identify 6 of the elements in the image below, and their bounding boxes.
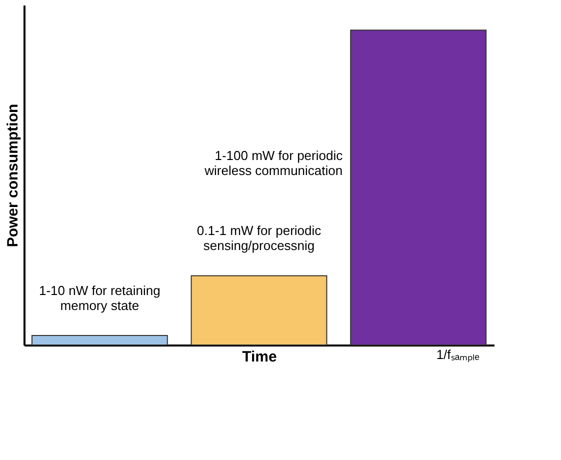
- text: 1/fₛₐₘₚₗₑ: [436, 347, 480, 363]
- annotation: 1-100 mW for periodic wireless communication: [204, 148, 344, 178]
- annotation: 0.1-1 mW for periodic sensing/processnig: [196, 222, 322, 253]
- y-axis-title: Power consumption: [4, 104, 22, 248]
- annotation: 1-10 nW for retaining memory state: [38, 282, 160, 313]
- x-axis-title: Time: [242, 348, 277, 366]
